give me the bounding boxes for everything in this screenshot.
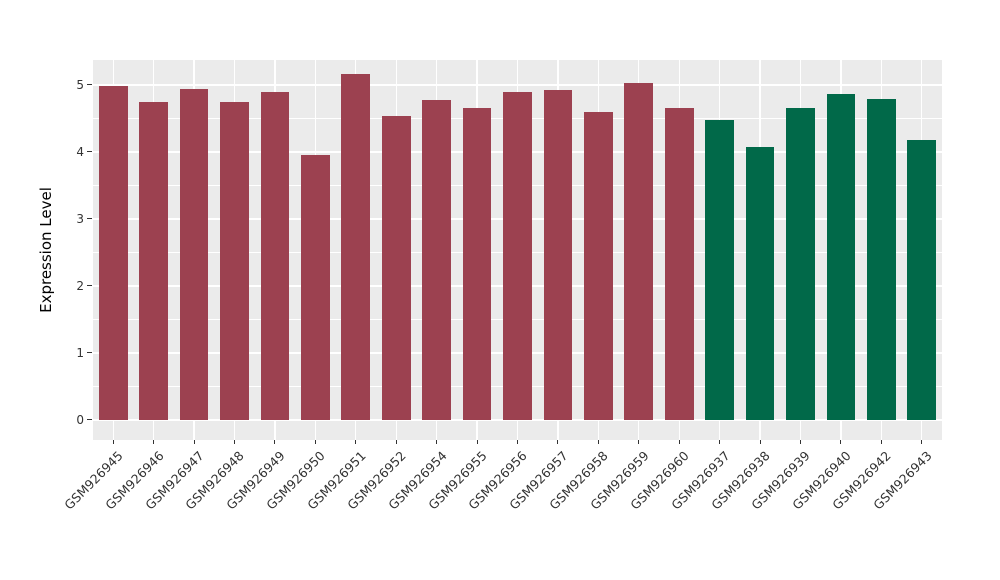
x-tick-mark — [759, 440, 761, 444]
bar — [260, 91, 290, 420]
x-tick-mark — [800, 440, 801, 444]
x-tick-mark — [678, 440, 680, 444]
bar — [664, 107, 694, 420]
bar — [543, 89, 573, 420]
x-tick-mark — [234, 440, 235, 444]
bar — [381, 116, 411, 420]
plot-panel — [93, 60, 942, 440]
bar — [867, 98, 896, 420]
x-tick-mark — [476, 440, 478, 444]
x-tick-mark — [557, 440, 559, 444]
bar — [422, 100, 451, 420]
bar — [98, 86, 128, 420]
bar — [179, 88, 209, 420]
y-tick-label: 0 — [76, 412, 84, 427]
bar — [786, 107, 815, 420]
y-tick-label: 3 — [76, 211, 84, 226]
x-tick-mark — [314, 440, 316, 444]
y-axis-title: Expression Level — [37, 187, 55, 313]
bar — [341, 74, 371, 420]
x-tick-mark — [517, 440, 518, 444]
bar — [705, 119, 734, 420]
bar — [301, 155, 330, 420]
y-tick-label: 1 — [76, 345, 84, 360]
bar — [584, 111, 613, 420]
x-tick-mark — [921, 440, 923, 444]
gridline-horizontal-major — [93, 419, 942, 421]
bar — [462, 108, 492, 420]
y-tick-mark — [87, 419, 92, 421]
y-tick-label: 2 — [76, 278, 84, 293]
y-tick-mark — [87, 218, 92, 220]
x-tick-mark — [112, 440, 114, 444]
x-tick-mark — [395, 440, 397, 444]
bar — [139, 102, 168, 420]
x-tick-mark — [193, 440, 195, 444]
y-tick-mark — [87, 84, 92, 86]
bar — [503, 92, 532, 420]
bar — [745, 147, 775, 420]
bar — [624, 83, 654, 420]
bar — [907, 139, 937, 420]
x-tick-mark — [638, 440, 640, 444]
x-tick-mark — [355, 440, 357, 444]
x-tick-mark — [153, 440, 155, 444]
x-tick-mark — [719, 440, 721, 444]
y-tick-mark — [87, 285, 92, 287]
y-tick-mark — [87, 151, 92, 153]
x-tick-mark — [880, 440, 882, 444]
bar — [220, 102, 249, 420]
x-tick-mark — [436, 440, 438, 444]
x-tick-mark — [597, 440, 599, 444]
y-tick-mark — [87, 352, 92, 354]
x-tick-mark — [274, 440, 276, 444]
bar — [826, 94, 856, 420]
gridline-horizontal-major — [93, 84, 942, 86]
x-tick-mark — [840, 440, 842, 444]
y-tick-label: 4 — [76, 144, 84, 159]
y-tick-label: 5 — [76, 77, 84, 92]
